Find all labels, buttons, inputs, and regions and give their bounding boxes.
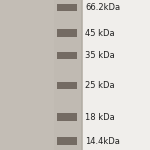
Bar xyxy=(0,0,82,150)
Bar xyxy=(0,0,54,150)
Text: 66.2kDa: 66.2kDa xyxy=(85,3,121,12)
Text: 45 kDa: 45 kDa xyxy=(85,28,115,38)
Text: 35 kDa: 35 kDa xyxy=(85,51,115,60)
Text: 25 kDa: 25 kDa xyxy=(85,81,115,90)
Bar xyxy=(82,0,150,150)
Bar xyxy=(57,52,76,59)
Text: 18 kDa: 18 kDa xyxy=(85,112,115,122)
Bar xyxy=(57,29,76,37)
Bar xyxy=(57,82,76,89)
Text: 14.4kDa: 14.4kDa xyxy=(85,136,120,146)
Bar xyxy=(57,113,76,121)
Bar xyxy=(57,4,76,11)
Bar xyxy=(57,137,76,145)
